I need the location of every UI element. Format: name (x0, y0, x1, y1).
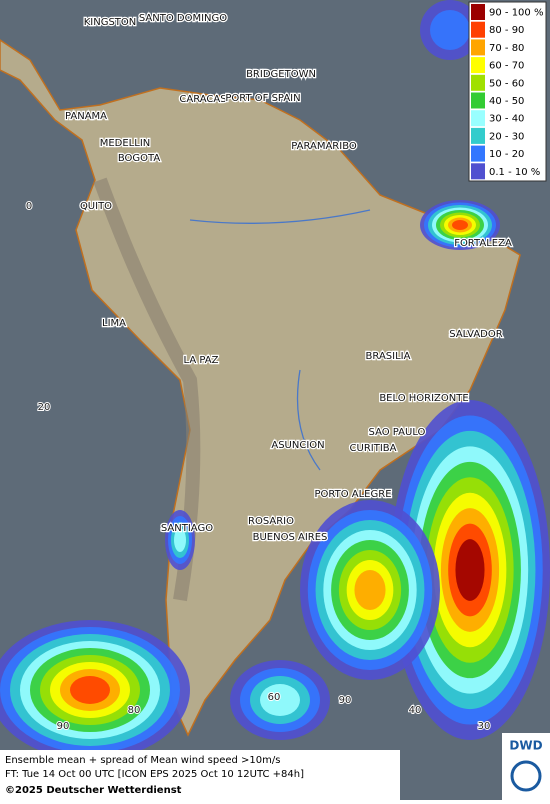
legend-swatch (471, 163, 485, 180)
legend-label: 20 - 30 (489, 131, 524, 142)
city-label: ROSARIO (248, 516, 294, 527)
legend-label: 70 - 80 (489, 43, 524, 54)
city-label: SANTIAGO (161, 523, 213, 534)
city-label: BELO HORIZONTE (379, 393, 468, 404)
legend-label: 30 - 40 (489, 114, 524, 125)
legend-swatch (471, 145, 485, 162)
legend-swatch (471, 21, 485, 38)
city-label: SANTO DOMINGO (139, 13, 227, 24)
city-label: BRIDGETOWN (246, 69, 316, 80)
legend-swatch (471, 127, 485, 144)
wind-contour (70, 676, 110, 704)
grid-label: 40 (409, 705, 422, 716)
grid-label: 20 (38, 402, 51, 413)
city-label: CURITIBA (350, 443, 397, 454)
legend-swatch (471, 57, 485, 74)
caption-line: FT: Tue 14 Oct 00 UTC [ICON EPS 2025 Oct… (5, 769, 304, 780)
legend-label: 40 - 50 (489, 96, 524, 107)
logo-icon (510, 760, 542, 792)
legend-label: 50 - 60 (489, 78, 524, 89)
city-label: SALVADOR (449, 329, 502, 340)
grid-label: 80 (128, 705, 141, 716)
labels: KINGSTON SANTO DOMINGOBRIDGETOWNCARACASPO… (25, 12, 513, 733)
city-label: BOGOTA (118, 153, 161, 164)
grid-label: 30 (478, 721, 491, 732)
legend-swatch (471, 39, 485, 56)
legend-entries: 90 - 100 % 80 - 90 70 - 80 60 - 70 50 - 60 40… (471, 4, 543, 180)
wind-contour (354, 570, 386, 610)
legend-label: 90 - 100 % (489, 8, 543, 19)
city-label: CARACAS (179, 94, 226, 105)
caption-box (0, 750, 400, 800)
city-label: PORTO ALEGRE (314, 489, 391, 500)
wind-contour (452, 220, 468, 230)
city-label: KINGSTON (84, 17, 137, 28)
legend-swatch (471, 74, 485, 91)
city-label: ASUNCION (271, 440, 324, 451)
wind-contour (430, 10, 470, 50)
grid-label: 60 (268, 692, 281, 703)
grid-label: 90 (339, 695, 352, 706)
legend-label: 80 - 90 (489, 25, 524, 36)
logo: DWD (509, 739, 542, 753)
legend-label: 60 - 70 (489, 61, 524, 72)
caption-line: Ensemble mean + spread of Mean wind spee… (5, 755, 280, 766)
wind-contour (174, 528, 186, 552)
city-label: SAO PAULO (369, 427, 426, 438)
legend-swatch (471, 4, 485, 20)
city-label: LA PAZ (184, 355, 219, 366)
legend-swatch (471, 110, 485, 127)
grid-label: 0 (26, 201, 32, 212)
city-label: FORTALEZA (454, 238, 512, 249)
city-label: QUITO (80, 201, 112, 212)
wind-contour (260, 684, 300, 716)
city-label: PARAMARIBO (291, 141, 357, 152)
city-label: BUENOS AIRES (253, 532, 328, 543)
city-label: LIMA (102, 318, 126, 329)
city-label: PORT OF SPAIN (225, 93, 300, 104)
land (0, 39, 521, 737)
legend: 90 - 100 % 80 - 90 70 - 80 60 - 70 50 - 60 40… (468, 1, 547, 182)
legend-label: 10 - 20 (489, 149, 524, 160)
wind-contour (455, 539, 485, 601)
city-label: MEDELLIN (100, 138, 151, 149)
city-label: BRASILIA (366, 351, 411, 362)
caption-line: ©2025 Deutscher Wetterdienst (5, 785, 182, 796)
wind-field (0, 0, 550, 760)
legend-label: 0.1 - 10 % (489, 167, 540, 178)
rivers (189, 209, 371, 471)
city-label: PANAMA (65, 111, 107, 122)
legend-swatch (471, 92, 485, 109)
grid-label: 90 (57, 721, 70, 732)
